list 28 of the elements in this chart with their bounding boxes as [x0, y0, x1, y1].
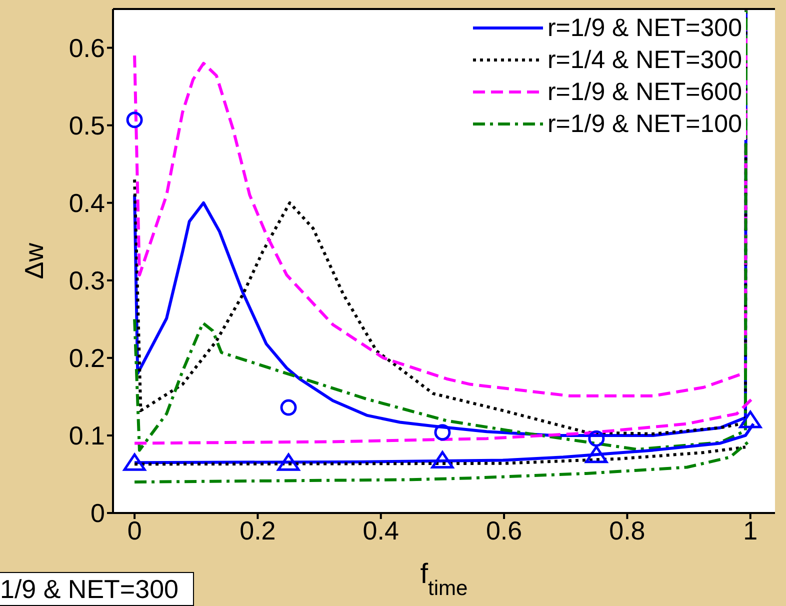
x-tick-label: 1 [743, 515, 758, 546]
y-tick-label: 0.5 [68, 110, 105, 141]
point [431, 451, 454, 469]
legend-label: r=1/4 & NET=300 [547, 45, 742, 76]
y-tick-label: 0.6 [68, 33, 105, 63]
line-series [133, 396, 755, 445]
x-tick-label: 0.6 [486, 515, 522, 546]
x-tick-label: 0.4 [362, 515, 399, 546]
point [126, 112, 143, 128]
x-tick-label: 0 [127, 515, 142, 546]
point [434, 424, 451, 441]
point [123, 453, 146, 471]
point [588, 430, 605, 447]
y-tick-label: 0.1 [68, 420, 105, 451]
point [585, 446, 608, 464]
point [739, 410, 762, 428]
legend-label: r=1/9 & NET=300 [547, 13, 742, 44]
y-tick-label: 0.3 [68, 266, 105, 296]
legend-label: r=1/9 & NET=100 [547, 109, 742, 140]
legend-label: r=1/9 & NET=600 [547, 77, 742, 108]
y-tick-label: 0.2 [68, 343, 105, 374]
point [277, 453, 300, 471]
y-axis-title: Δw [19, 242, 49, 280]
point [280, 399, 297, 416]
y-tick-label: 0.4 [68, 188, 105, 218]
x-tick-label: 0.2 [240, 515, 276, 546]
x-tick-label: 0.8 [609, 515, 646, 546]
x-axis-title: f$_{time}$ [420, 558, 468, 600]
